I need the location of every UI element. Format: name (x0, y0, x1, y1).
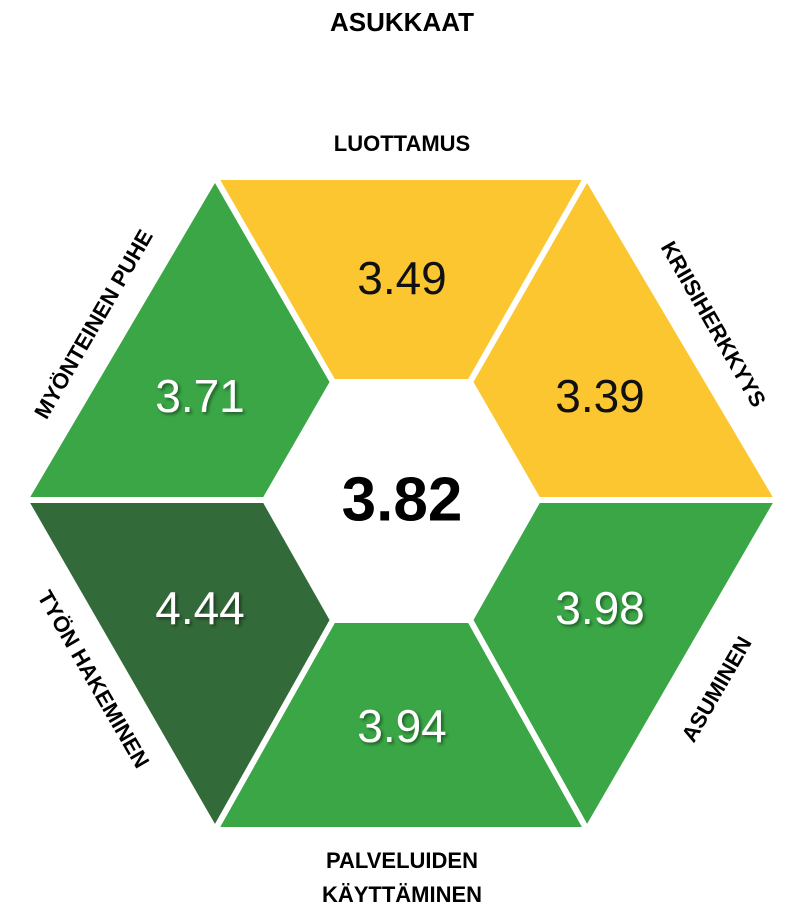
title: ASUKKAAT (330, 7, 474, 37)
center-value: 3.82 (342, 465, 463, 534)
segment-value: 3.94 (357, 700, 447, 752)
segment-value: 4.44 (155, 582, 245, 634)
segment-value: 3.98 (555, 582, 645, 634)
segment-value: 3.39 (555, 370, 645, 422)
segment-label: PALVELUIDEN (326, 848, 478, 873)
segment-value: 3.49 (357, 252, 447, 304)
segment-label: LUOTTAMUS (334, 131, 470, 156)
segment-label: KÄYTTÄMINEN (322, 882, 482, 907)
segment-value: 3.71 (155, 370, 245, 422)
segment (19, 171, 337, 503)
